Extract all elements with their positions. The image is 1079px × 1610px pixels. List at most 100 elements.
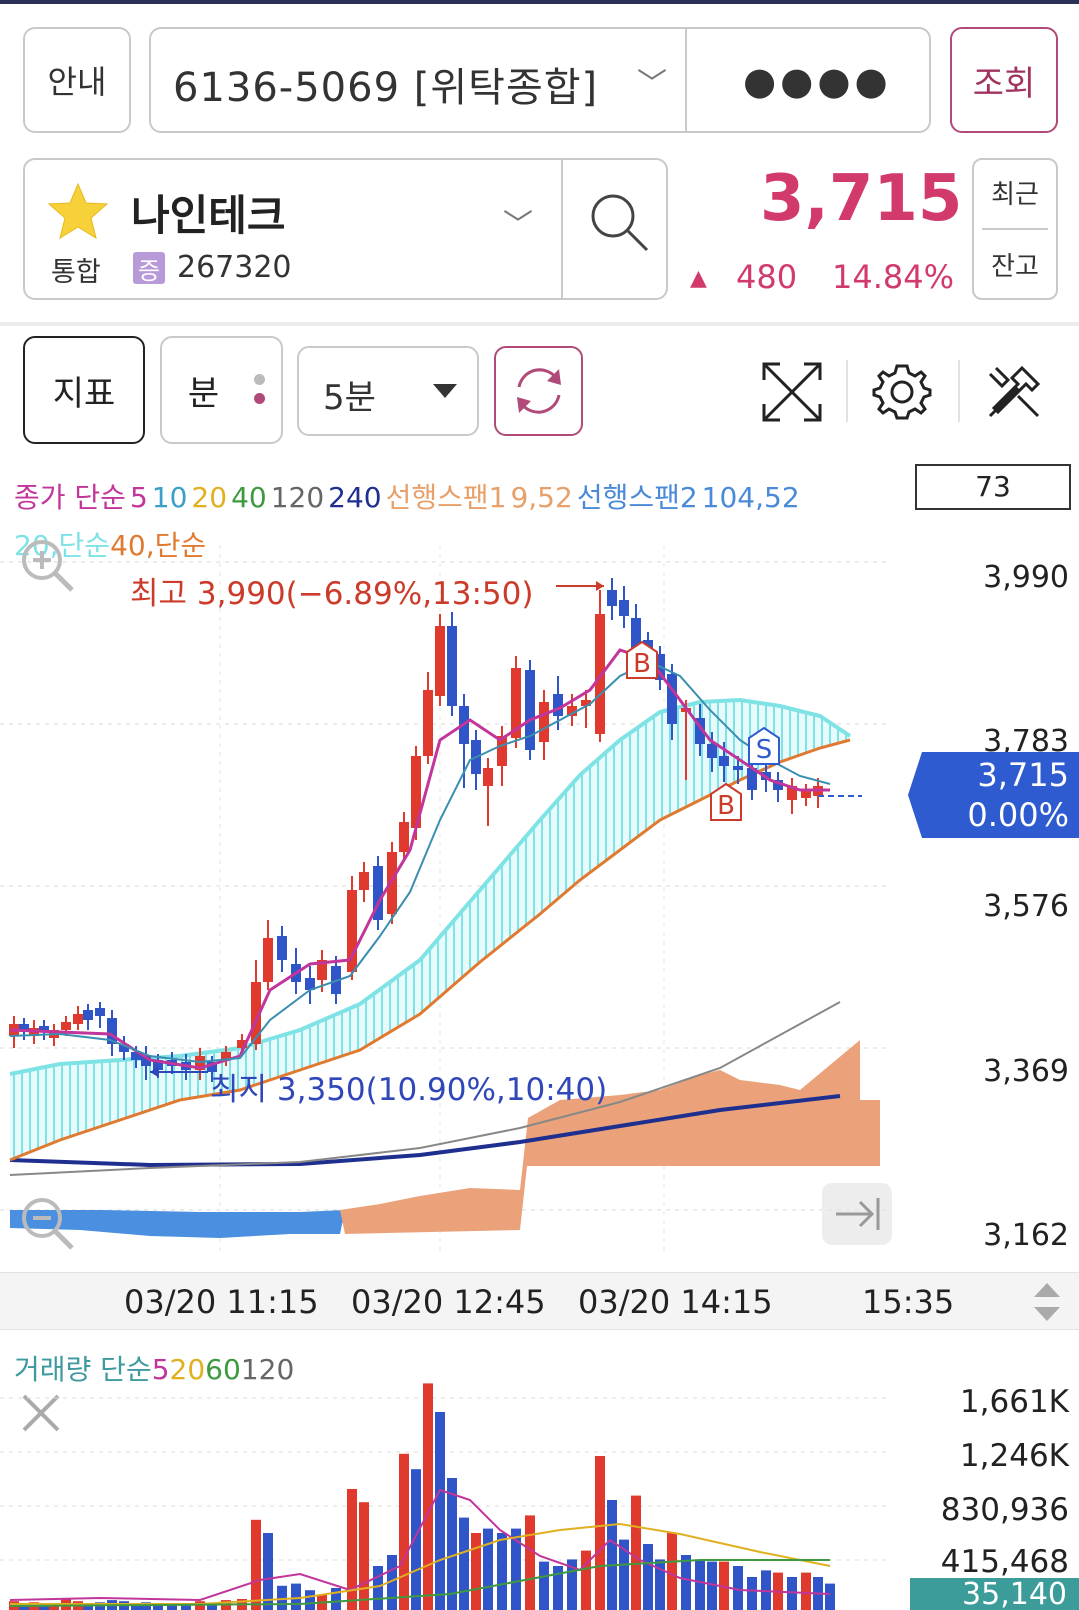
guide-label: 안내 — [47, 63, 107, 101]
minute-button[interactable]: 분 — [160, 336, 283, 444]
more-dots-icon — [254, 374, 266, 412]
price-change-pct: 14.84% — [832, 258, 955, 296]
legend-item: 40,단순 — [110, 529, 207, 562]
cloud-area — [340, 1040, 880, 1234]
volume-bar — [277, 1585, 287, 1610]
candle-body — [607, 590, 617, 606]
query-button[interactable]: 조회 — [950, 27, 1058, 133]
fullscreen-icon[interactable] — [760, 360, 824, 424]
market-label: 통합 — [51, 257, 101, 288]
legend-item: 104,52 — [701, 481, 800, 514]
candle-body — [373, 866, 383, 920]
legend-item: 선행스팬1 — [385, 481, 507, 514]
y-axis-label: 3,576 — [983, 889, 1069, 924]
interval-value: 5분 — [323, 378, 376, 418]
indicator-value-box[interactable]: 73 — [915, 464, 1071, 510]
legend-item: 종가 단순 — [14, 481, 126, 514]
price-change: 480 — [736, 258, 798, 296]
candle-body — [539, 702, 549, 742]
candle-body — [733, 766, 743, 770]
refresh-button[interactable] — [494, 346, 583, 436]
arrow-to-end-icon — [836, 1198, 880, 1230]
ma240-line — [9, 1094, 841, 1168]
guide-button[interactable]: 안내 — [23, 27, 131, 133]
indicator-legend: 종가 단순 5 10 20 40 120 240 선행스팬1 9,52 선행스팬2 104,52 — [14, 476, 804, 516]
legend-item: 240 — [328, 481, 382, 514]
toolbar-divider — [846, 360, 848, 422]
password-field[interactable]: ●●●● — [743, 59, 892, 103]
candle-body — [619, 600, 629, 616]
tools-icon[interactable] — [982, 360, 1046, 424]
volume-bar — [373, 1566, 383, 1610]
volume-bar — [655, 1559, 665, 1610]
price-chart[interactable]: BSB — [0, 540, 1079, 1270]
zoom-in-icon[interactable] — [14, 532, 78, 596]
volume-y-label: 1,661K — [959, 1384, 1069, 1420]
time-axis[interactable]: 03/20 11:15 03/20 12:45 03/20 14:15 15:3… — [0, 1272, 1079, 1330]
favorite-star-icon[interactable] — [47, 182, 109, 240]
signal-shape — [748, 726, 780, 765]
search-icon[interactable] — [585, 188, 655, 258]
volume-y-label: 1,246K — [959, 1438, 1069, 1474]
volume-bar — [207, 1603, 217, 1610]
minute-label: 분 — [187, 373, 220, 414]
gear-icon[interactable] — [870, 360, 934, 424]
candle-body — [347, 890, 357, 972]
time-label: 03/20 12:45 — [351, 1283, 546, 1321]
volume-bar — [747, 1577, 757, 1610]
candle-body — [631, 618, 641, 652]
volume-bar — [567, 1559, 577, 1610]
candle-body — [595, 614, 605, 734]
ma120-line — [9, 1001, 841, 1176]
volume-chart[interactable] — [0, 1380, 1079, 1610]
y-axis-label: 3,990 — [983, 560, 1069, 595]
volume-bar — [733, 1566, 743, 1610]
interval-dropdown[interactable]: 5분 — [297, 346, 479, 436]
ma10-line — [9, 660, 831, 1064]
volume-bar — [423, 1383, 433, 1610]
volume-bar — [141, 1602, 151, 1610]
recent-balance-toggle[interactable]: 최근 잔고 — [972, 158, 1058, 300]
query-label: 조회 — [972, 63, 1036, 104]
candle-body — [497, 736, 507, 766]
current-price-tag-shape — [908, 752, 1079, 838]
volume-bar — [553, 1566, 563, 1610]
close-icon[interactable] — [18, 1390, 64, 1436]
indicator-button[interactable]: 지표 — [23, 336, 145, 444]
ma-band — [10, 700, 850, 1160]
current-volume-tag: 35,140 — [910, 1578, 1079, 1610]
legend-item: 20 — [169, 1353, 206, 1386]
ma20-line — [9, 697, 852, 1076]
account-selector[interactable]: 6136-5069 [위탁종합] ﹀ ●●●● — [149, 27, 931, 133]
volume-bar — [459, 1517, 469, 1610]
y-axis-label: 3,369 — [983, 1054, 1069, 1089]
dropdown-triangle-icon — [433, 384, 457, 398]
volume-bar — [511, 1528, 521, 1610]
volume-ma5-line — [9, 1488, 831, 1602]
time-label: 15:35 — [862, 1283, 955, 1321]
chevron-down-icon[interactable]: ﹀ — [637, 67, 667, 102]
candle-body — [73, 1014, 83, 1024]
candle-body — [83, 1010, 93, 1020]
stock-selector[interactable]: 나인테크 ﹀ 통합 증 267320 — [23, 158, 668, 300]
recent-button[interactable]: 최근 — [991, 180, 1039, 210]
signal-label: B — [717, 791, 735, 821]
balance-button[interactable]: 잔고 — [991, 252, 1039, 282]
refresh-icon — [516, 368, 561, 414]
legend-item: 9,52 — [510, 481, 573, 514]
legend-item: 120 — [240, 1353, 295, 1386]
volume-ma20-line — [10, 1522, 831, 1605]
legend-item: 5 — [151, 1353, 170, 1386]
volume-bar — [83, 1603, 93, 1610]
low-arrow-head — [150, 1067, 158, 1077]
chevron-down-icon[interactable]: ﹀ — [503, 208, 533, 243]
signal-shape — [710, 782, 742, 821]
go-to-latest-button[interactable] — [822, 1183, 892, 1245]
legend-item: 120 — [270, 481, 325, 514]
volume-bar — [131, 1603, 141, 1610]
candle-body — [305, 978, 315, 990]
scroll-updown-icon[interactable] — [1030, 1279, 1064, 1325]
volume-bar — [631, 1495, 641, 1610]
candle-body — [707, 744, 717, 758]
zoom-out-icon[interactable] — [14, 1190, 78, 1254]
